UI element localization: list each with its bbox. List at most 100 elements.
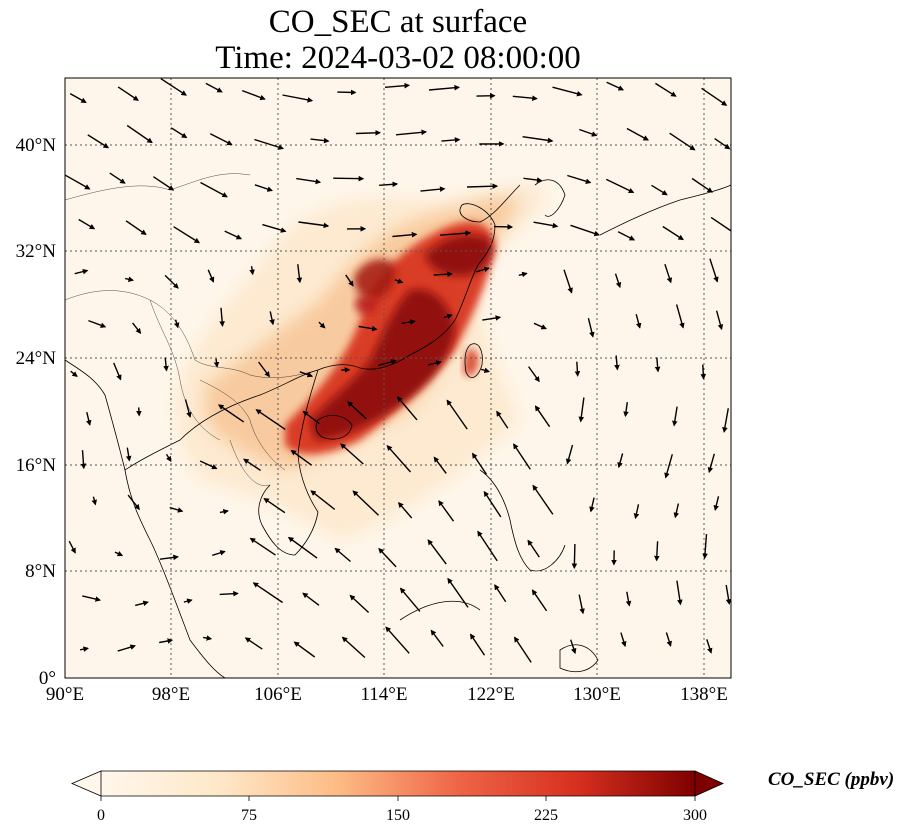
- wind-arrow: [552, 86, 583, 97]
- map-title: CO_SEC at surface: [268, 4, 528, 40]
- wind-arrow: [136, 407, 142, 417]
- wind-arrow: [109, 172, 126, 184]
- wind-arrow: [635, 314, 642, 329]
- wind-arrow: [164, 274, 179, 289]
- wind-arrow: [244, 637, 263, 650]
- wind-arrow: [70, 370, 78, 378]
- wind-arrow: [91, 496, 97, 506]
- wind-arrow: [395, 129, 428, 136]
- wind-arrow: [725, 584, 731, 605]
- wind-arrow: [125, 447, 132, 462]
- wind-arrow: [219, 590, 239, 597]
- wind-arrow: [614, 355, 620, 371]
- wind-arrow: [675, 304, 685, 329]
- wind-arrow: [183, 598, 193, 604]
- wind-arrow: [217, 404, 245, 423]
- wind-arrow: [578, 594, 585, 615]
- wind-arrow: [165, 453, 172, 463]
- wind-arrow: [482, 315, 502, 321]
- wind-arrow: [352, 490, 379, 516]
- wind-arrow: [428, 84, 461, 91]
- wind-arrow: [420, 186, 446, 192]
- wind-arrow: [378, 359, 397, 367]
- wind-arrow: [169, 506, 184, 513]
- wind-arrow: [117, 86, 139, 101]
- wind-arrow: [443, 313, 453, 320]
- wind-arrow: [243, 458, 261, 471]
- wind-arrow: [170, 127, 188, 139]
- wind-arrow: [334, 547, 351, 563]
- wind-arrow: [299, 371, 314, 378]
- wind-arrow: [571, 543, 578, 570]
- wind-arrow: [117, 644, 136, 652]
- colorbar: 0 75 150 225 300: [70, 770, 724, 824]
- wind-arrow: [254, 138, 285, 150]
- wind-arrow: [427, 360, 442, 366]
- wind-arrow: [430, 629, 444, 647]
- wind-arrow: [290, 449, 313, 466]
- wind-arrow: [477, 530, 498, 562]
- wind-arrow: [213, 358, 220, 368]
- wind-arrow: [386, 444, 412, 473]
- wind-arrow: [466, 183, 499, 190]
- wind-arrow: [173, 226, 201, 244]
- wind-arrow: [159, 638, 174, 644]
- colorbar-tick-label: 225: [534, 807, 558, 824]
- wind-arrow: [199, 460, 218, 470]
- wind-arrow: [125, 220, 147, 236]
- wind-arrow: [513, 443, 531, 470]
- lon-tick-label: 122°E: [467, 684, 515, 705]
- wind-arrow: [626, 127, 649, 141]
- wind-arrow: [87, 134, 110, 149]
- wind-arrow: [673, 503, 680, 519]
- wind-arrow: [531, 589, 548, 612]
- lat-tick-label: 32°N: [16, 241, 57, 262]
- wind-arrow: [74, 268, 89, 275]
- lat-tick-label: 24°N: [16, 348, 57, 369]
- wind-arrow: [124, 276, 134, 282]
- wind-arrow: [579, 128, 598, 137]
- wind-arrow: [565, 444, 574, 465]
- wind-arrow: [438, 500, 455, 522]
- wind-arrow: [522, 136, 554, 144]
- wind-arrow: [296, 177, 322, 185]
- wind-arrow: [496, 410, 509, 429]
- lat-tick-label: 0°: [39, 668, 56, 689]
- wind-arrow: [219, 508, 229, 515]
- wind-arrow: [212, 550, 226, 556]
- wind-arrow: [68, 540, 76, 554]
- lon-tick-label: 114°E: [361, 684, 408, 705]
- colorbar-tick-label: 300: [683, 807, 707, 824]
- wind-arrow: [563, 269, 573, 294]
- wind-arrow: [358, 325, 378, 332]
- wind-arrow: [713, 496, 720, 511]
- wind-arrow: [224, 230, 243, 240]
- wind-arrow: [480, 367, 490, 374]
- wind-arrow: [701, 87, 728, 106]
- wind-arrow: [302, 592, 320, 606]
- wind-arrow: [163, 357, 169, 372]
- wind-arrow: [207, 269, 215, 283]
- wind-arrow: [623, 402, 629, 418]
- wind-arrow: [722, 408, 729, 433]
- wind-arrow: [715, 310, 724, 331]
- wind-arrow: [282, 94, 314, 103]
- wind-arrow: [296, 264, 303, 284]
- wind-arrow: [625, 591, 632, 607]
- wind-arrow: [620, 632, 627, 648]
- wind-arrow: [533, 322, 547, 330]
- wind-arrow: [527, 539, 540, 558]
- wind-arrow: [664, 263, 673, 284]
- wind-arrow: [714, 138, 731, 150]
- wind-arrow: [710, 216, 731, 235]
- wind-arrow: [219, 307, 225, 327]
- wind-arrow: [269, 311, 275, 326]
- wind-arrow: [446, 399, 468, 430]
- wind-arrow: [298, 221, 330, 229]
- wind-arrow: [202, 635, 213, 641]
- wind-arrow: [427, 539, 447, 565]
- wind-arrow: [113, 362, 122, 381]
- wind-arrow: [578, 397, 585, 423]
- wind-arrow: [263, 497, 286, 514]
